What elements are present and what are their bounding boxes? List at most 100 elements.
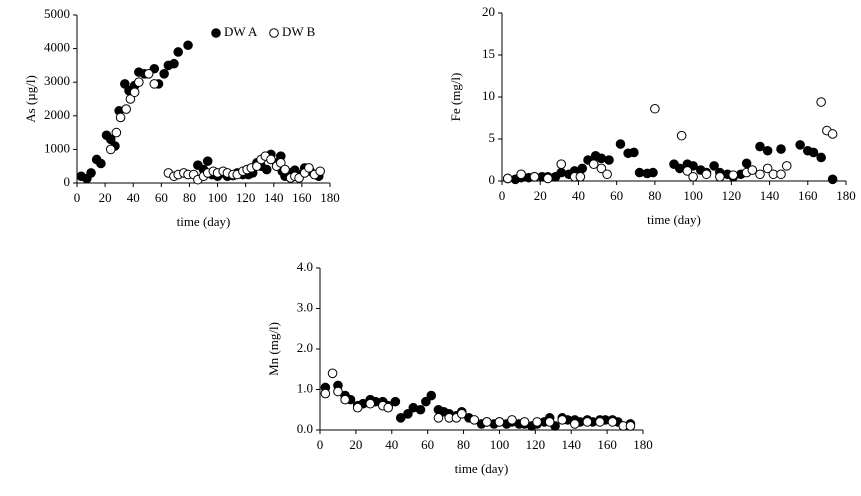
data-point <box>827 174 838 185</box>
data-point <box>795 140 805 150</box>
data-point <box>415 404 426 415</box>
x-tick-label: 60 <box>155 190 168 205</box>
x-tick-label: 80 <box>648 188 661 203</box>
data-point <box>577 163 588 174</box>
data-point <box>352 402 363 413</box>
x-tick-label: 120 <box>526 437 546 452</box>
x-tick-label: 120 <box>722 188 742 203</box>
data-point <box>557 415 568 425</box>
data-point <box>529 172 540 182</box>
data-point <box>816 97 826 107</box>
data-point <box>596 153 607 164</box>
y-axis-label: Mn (mg/l) <box>266 322 281 376</box>
y-tick-label: 1000 <box>44 140 70 155</box>
y-tick-label: 10 <box>482 88 495 103</box>
x-tick-label: 160 <box>798 188 818 203</box>
y-tick-label: 0 <box>489 172 496 187</box>
y-tick-label: 4.0 <box>297 259 313 274</box>
data-point <box>570 419 580 429</box>
y-tick-label: 0 <box>64 174 71 189</box>
x-tick-label: 40 <box>385 437 398 452</box>
x-tick-label: 20 <box>349 437 362 452</box>
data-point <box>304 163 314 173</box>
data-point <box>762 145 773 156</box>
data-point <box>650 103 660 114</box>
data-point <box>516 169 526 180</box>
x-tick-label: 40 <box>127 190 140 205</box>
x-axis-label: time (day) <box>455 461 509 476</box>
data-point <box>261 164 272 175</box>
subplot: 0.0 1.0 2.0 3.0 4.0 0 20 40 60 80 100 120 140 160 180 t… <box>266 259 653 476</box>
data-point <box>604 155 614 165</box>
data-point <box>776 144 786 154</box>
y-tick-label: 3.0 <box>297 299 313 314</box>
x-tick-label: 20 <box>534 188 547 203</box>
x-tick-label: 140 <box>561 437 581 452</box>
data-point <box>426 390 437 401</box>
x-axis-label: time (day) <box>647 212 701 227</box>
x-tick-label: 60 <box>610 188 623 203</box>
data-point <box>333 386 343 397</box>
data-point <box>143 69 154 79</box>
data-point <box>433 413 444 423</box>
y-tick-label: 15 <box>482 46 495 61</box>
data-point <box>456 409 467 419</box>
data-point <box>582 417 593 427</box>
data-point <box>595 417 605 427</box>
y-axis-label: Fe (mg/l) <box>448 73 463 122</box>
data-point <box>266 154 276 165</box>
x-tick-label: 0 <box>74 190 81 205</box>
y-tick-label: 4000 <box>44 40 70 55</box>
data-point <box>115 112 126 123</box>
x-tick-label: 60 <box>421 437 434 452</box>
subplot: 0 1000 2000 3000 4000 5000 0 20 40 60 80 100 120 140 1… <box>23 6 340 229</box>
data-point <box>709 161 719 171</box>
data-point <box>755 141 765 152</box>
y-tick-label: 2000 <box>44 107 70 122</box>
y-tick-label: 0.0 <box>297 421 313 436</box>
data-point <box>747 165 758 175</box>
data-point <box>320 388 331 399</box>
x-tick-label: 100 <box>490 437 510 452</box>
data-point <box>596 163 607 174</box>
data-point <box>648 167 658 178</box>
data-point <box>383 402 393 413</box>
data-point <box>315 166 325 177</box>
data-point <box>543 173 553 184</box>
data-point <box>827 129 838 139</box>
data-point <box>105 134 116 145</box>
y-tick-label: 2.0 <box>297 340 313 355</box>
x-tick-label: 160 <box>292 190 312 205</box>
data-point <box>390 396 401 407</box>
x-tick-label: 140 <box>760 188 780 203</box>
data-point <box>469 415 480 425</box>
data-point <box>502 173 513 184</box>
data-point <box>688 172 698 182</box>
y-tick-label: 1.0 <box>297 380 313 395</box>
data-point <box>607 417 618 427</box>
x-tick-label: 140 <box>264 190 284 205</box>
legend-marker <box>211 28 221 38</box>
x-tick-label: 160 <box>597 437 617 452</box>
y-axis-label: As (µg/l) <box>23 75 38 123</box>
x-axis-label: time (day) <box>177 214 231 229</box>
data-point <box>544 417 555 427</box>
data-point <box>715 172 725 182</box>
y-tick-label: 3000 <box>44 73 70 88</box>
legend-label: DW B <box>282 24 316 39</box>
data-point <box>556 167 567 178</box>
data-point <box>395 413 406 423</box>
data-point <box>134 77 144 87</box>
x-tick-label: 0 <box>317 437 324 452</box>
data-point <box>96 158 106 169</box>
data-point <box>701 169 712 180</box>
data-point <box>741 158 752 169</box>
x-tick-label: 20 <box>99 190 112 205</box>
legend-label: DW A <box>224 24 258 39</box>
data-point <box>421 396 431 407</box>
data-point <box>327 368 338 379</box>
y-tick-label: 5000 <box>44 6 70 21</box>
data-point <box>507 415 517 425</box>
